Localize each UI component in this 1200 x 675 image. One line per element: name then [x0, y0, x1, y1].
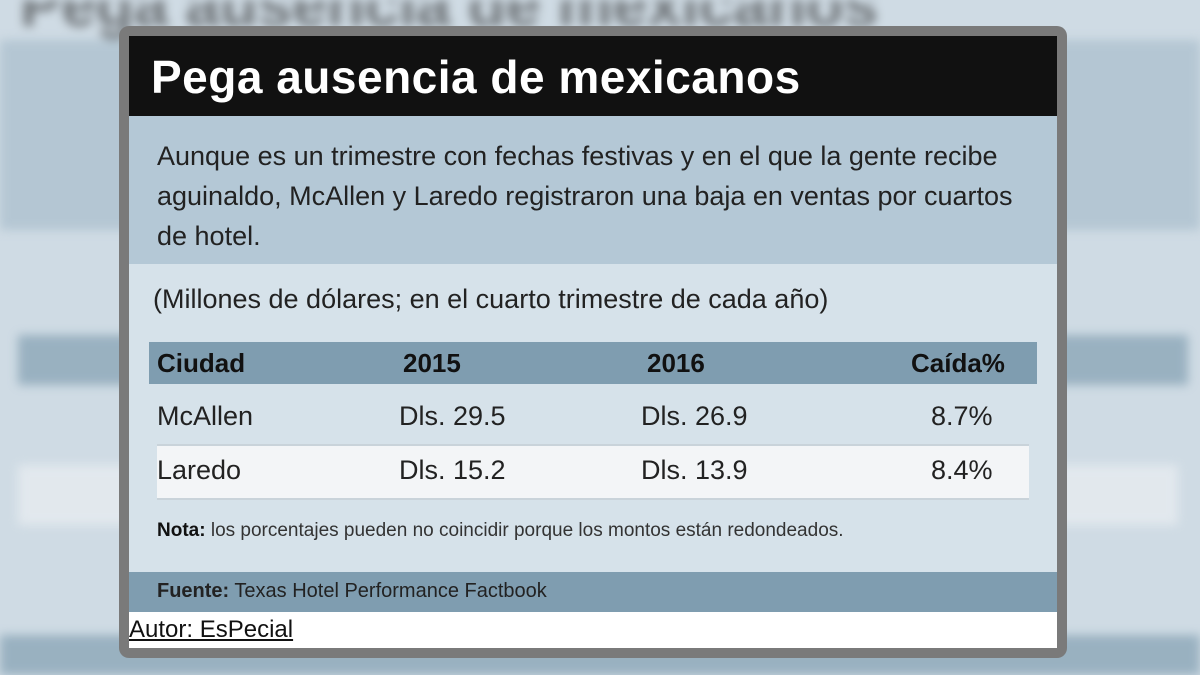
intro-text: Aunque es un trimestre con fechas festiv…: [157, 141, 1013, 251]
cell-2016: Dls. 26.9: [641, 401, 748, 431]
source-bar: Fuente: Texas Hotel Performance Factbook: [129, 572, 1057, 612]
page-title: Pega ausencia de mexicanos: [151, 51, 801, 103]
title-bar: Pega ausencia de mexicanos: [129, 36, 1057, 116]
table-header: Ciudad 2015 2016 Caída%: [149, 342, 1037, 384]
source: Fuente: Texas Hotel Performance Factbook: [157, 580, 547, 603]
cell-2015: Dls. 15.2: [399, 455, 506, 485]
note-label: Nota:: [157, 520, 206, 541]
cell-2016: Dls. 13.9: [641, 455, 748, 485]
cell-drop: 8.7%: [931, 401, 993, 431]
source-label: Fuente:: [157, 580, 230, 602]
cell-2015: Dls. 29.5: [399, 401, 506, 431]
author-link[interactable]: Autor: EsPecial: [129, 616, 294, 643]
header-2016: 2016: [647, 348, 705, 378]
units-caption: (Millones de dólares; en el cuarto trime…: [153, 284, 829, 314]
cell-drop: 8.4%: [931, 455, 993, 485]
header-ciudad: Ciudad: [157, 348, 246, 378]
note: Nota: los porcentajes pueden no coincidi…: [157, 520, 844, 542]
note-text: los porcentajes pueden no coincidir porq…: [205, 520, 844, 541]
cell-city: Laredo: [157, 455, 242, 485]
intro-band: Aunque es un trimestre con fechas festiv…: [129, 116, 1057, 264]
footer: Autor: EsPecial: [129, 612, 1057, 648]
header-caida: Caída%: [911, 348, 1005, 378]
table-row: Laredo Dls. 15.2 Dls. 13.9 8.4%: [157, 444, 1029, 500]
header-2015: 2015: [403, 348, 461, 378]
source-text: Texas Hotel Performance Factbook: [229, 580, 547, 602]
table-row: McAllen Dls. 29.5 Dls. 26.9 8.7%: [149, 392, 1037, 444]
cell-city: McAllen: [157, 401, 254, 431]
infographic-card: Pega ausencia de mexicanos Aunque es un …: [119, 26, 1067, 658]
infographic-content: Pega ausencia de mexicanos Aunque es un …: [129, 36, 1057, 648]
